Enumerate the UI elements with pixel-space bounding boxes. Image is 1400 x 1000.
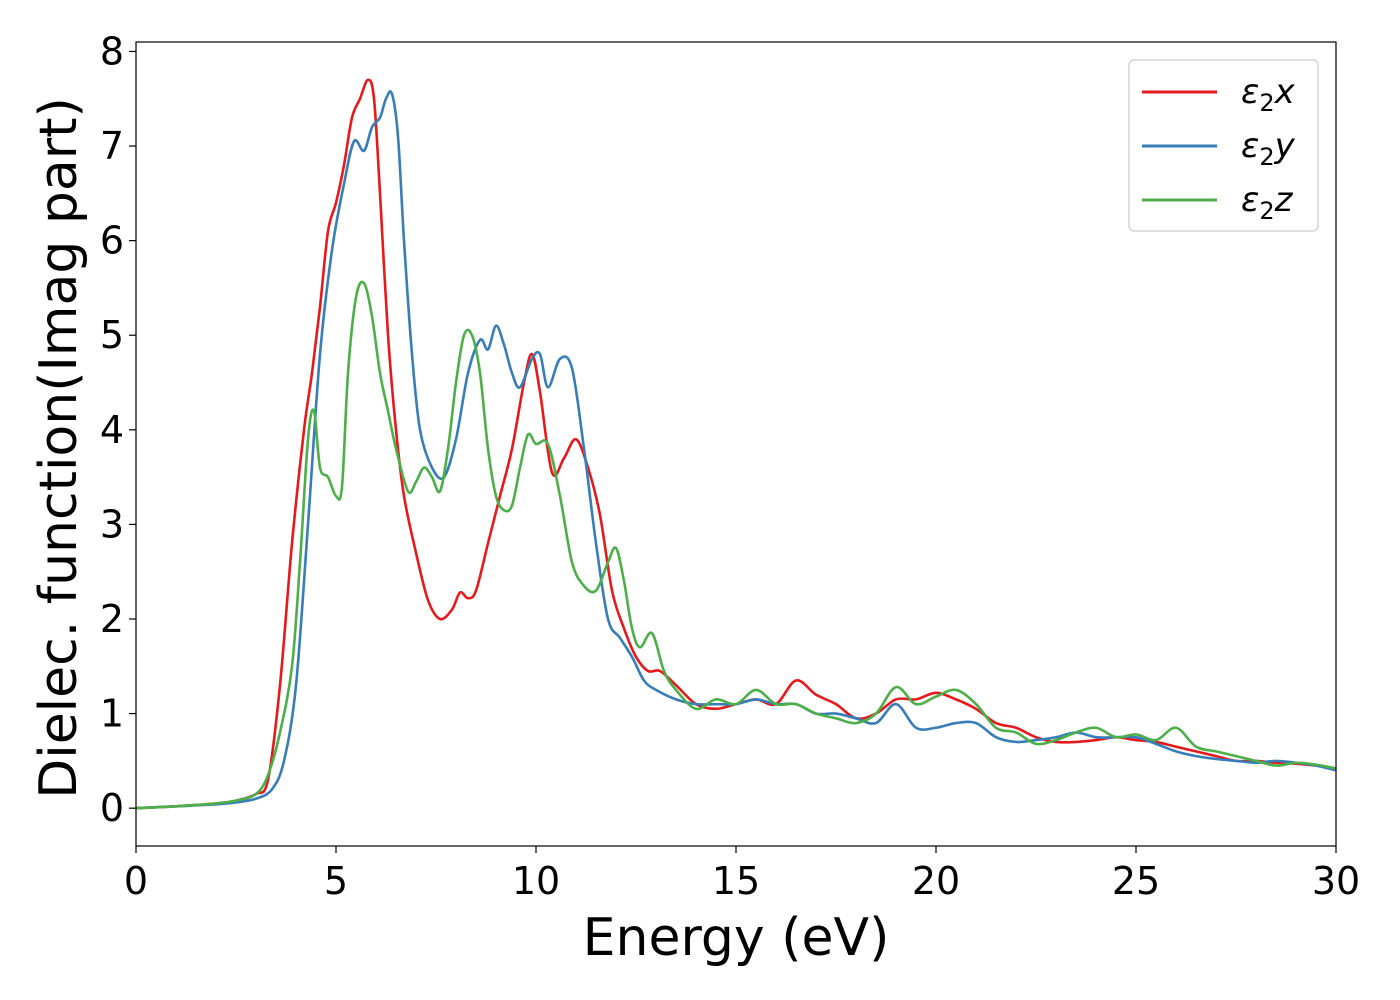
legend-label-x: ε2x: [1241, 72, 1296, 117]
x-tick-label: 10: [512, 859, 560, 903]
x-axis-label: Energy (eV): [583, 908, 890, 968]
y-tick-label: 8: [100, 29, 124, 73]
x-tick-label: 30: [1312, 859, 1360, 903]
legend-label-y: ε2y: [1241, 126, 1296, 171]
series-line-x: [136, 78, 1336, 810]
x-tick-label: 0: [124, 859, 148, 903]
y-axis-ticks: 0 1 2 3 4 5 6 7 8: [100, 29, 136, 830]
y-tick-label: 0: [100, 786, 124, 830]
y-tick-label: 6: [100, 219, 124, 263]
series-lines: [136, 78, 1336, 810]
series-line-z: [136, 280, 1336, 810]
y-tick-label: 3: [100, 502, 124, 546]
x-tick-label: 15: [712, 859, 760, 903]
y-tick-label: 7: [100, 124, 124, 168]
x-tick-label: 5: [324, 859, 348, 903]
legend: ε2x ε2y ε2z: [1128, 59, 1319, 232]
y-tick-label: 4: [100, 408, 124, 452]
y-tick-label: 5: [100, 313, 124, 357]
y-tick-label: 2: [100, 597, 124, 641]
y-axis-label: Dielec. function(Imag part): [29, 97, 89, 799]
legend-box: [1128, 59, 1319, 232]
legend-label-z: ε2z: [1241, 180, 1294, 225]
x-axis-ticks: 0 5 10 15 20 25 30: [124, 846, 1360, 903]
y-tick-label: 1: [100, 692, 124, 736]
x-tick-label: 20: [912, 859, 960, 903]
x-tick-label: 25: [1112, 859, 1160, 903]
